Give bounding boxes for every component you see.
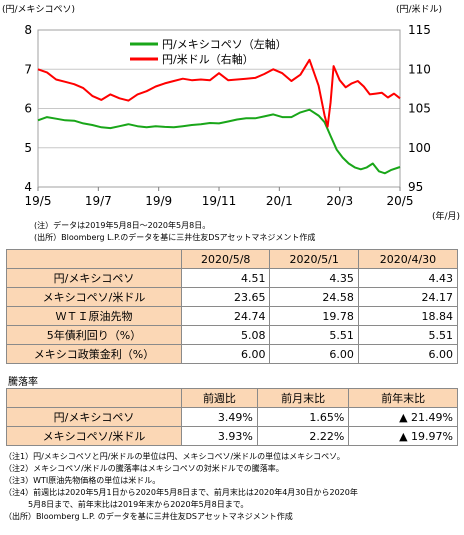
row-label: 円/メキシコペソ <box>6 268 182 288</box>
left-tick-label: 8 <box>24 23 32 37</box>
left-axis-title: (円/メキシコペソ) <box>2 5 76 15</box>
market-levels-table: 2020/5/8 2020/5/1 2020/4/30 円/メキシコペソ 4.5… <box>6 249 459 364</box>
table-cell: 24.17 <box>357 287 459 307</box>
table-corner <box>6 388 182 408</box>
table-cell: ▲ 21.49% <box>348 407 458 427</box>
table-cell: 23.65 <box>180 287 271 307</box>
x-tick-label: 20/5 <box>387 194 414 208</box>
column-header: 2020/5/8 <box>180 249 271 269</box>
change-rate-heading: 騰落率 <box>8 377 38 388</box>
table-corner <box>6 249 182 269</box>
table-cell: 5.51 <box>269 325 359 345</box>
left-tick-label: 6 <box>24 102 32 116</box>
table-cell: 3.93% <box>181 426 258 446</box>
row-label: メキシコペソ/米ドル <box>6 287 182 307</box>
chart-notes: (注）データは2019年5月8日～2020年5月8日。 (出所）Bloomber… <box>34 220 315 244</box>
x-axis-ticks: 19/5 19/7 19/9 19/11 20/1 20/3 20/5 <box>25 187 414 208</box>
x-axis-unit-label: (年/月) <box>432 210 460 222</box>
footnote: （注3）WTI原油先物価格の単位は米ドル。 <box>4 476 161 485</box>
footnote: （注2）メキシコペソ/米ドルの騰落率はメキシコペソの対米ドルでの騰落率。 <box>4 464 284 473</box>
table-row: メキシコペソ/米ドル 23.65 24.58 24.17 <box>6 287 459 307</box>
right-tick-label: 115 <box>408 23 431 37</box>
table-row: 円/メキシコペソ 4.51 4.35 4.43 <box>6 268 459 288</box>
change-rate-table: 前週比 前月末比 前年末比 円/メキシコペソ 3.49% 1.65% ▲ 21.… <box>6 388 458 446</box>
table-cell: ▲ 19.97% <box>348 426 458 446</box>
table-header-row: 前週比 前月末比 前年末比 <box>6 388 458 408</box>
table-cell: 2.22% <box>256 426 350 446</box>
chart-source-line: (出所）Bloomberg L.P.のデータを基に三井住友DSアセットマネジメン… <box>34 233 316 242</box>
table-cell: 5.08 <box>180 325 271 345</box>
x-tick-label: 20/3 <box>326 194 353 208</box>
row-label: 5年債利回り（%） <box>6 325 182 345</box>
table-cell: 5.51 <box>357 325 459 345</box>
right-tick-label: 105 <box>408 102 431 116</box>
fx-line-chart: 4 5 6 7 8 95 100 105 110 115 19/5 19/7 19/9 19/11 20… <box>24 23 460 222</box>
table-cell: 4.43 <box>357 268 459 288</box>
column-header: 2020/4/30 <box>357 249 459 269</box>
footnotes: （注1）円/メキシコペソと円/米ドルの単位は円、メキシコペソ/米ドルの単位はメキ… <box>4 451 358 523</box>
table-cell: 4.35 <box>269 268 359 288</box>
series-line-jpy-usd <box>37 58 401 128</box>
x-tick-label: 19/9 <box>145 194 172 208</box>
table-cell: 1.65% <box>256 407 350 427</box>
left-tick-label: 7 <box>24 62 32 76</box>
column-header: 前年末比 <box>348 388 458 408</box>
table-cell: 6.00 <box>269 344 359 364</box>
left-tick-label: 5 <box>24 141 32 155</box>
x-tick-label: 19/7 <box>85 194 112 208</box>
table-header-row: 2020/5/8 2020/5/1 2020/4/30 <box>6 249 459 269</box>
footnote: （注1）円/メキシコペソと円/米ドルの単位は円、メキシコペソ/米ドルの単位はメキ… <box>4 452 345 461</box>
table-row: 円/メキシコペソ 3.49% 1.65% ▲ 21.49% <box>6 407 458 427</box>
legend-label: 円/米ドル（右軸） <box>162 52 254 66</box>
right-axis-title: (円/米ドル) <box>396 5 443 15</box>
table-cell: 4.51 <box>180 268 271 288</box>
left-tick-label: 4 <box>24 180 32 194</box>
table-cell: 6.00 <box>357 344 459 364</box>
footnote: 5月8日まで、前年末比は2019年末から2020年5月8日まで。 <box>4 500 249 509</box>
column-header: 前週比 <box>181 388 258 408</box>
table-cell: 6.00 <box>180 344 271 364</box>
table-cell: 24.74 <box>180 306 271 326</box>
table-cell: 24.58 <box>269 287 359 307</box>
row-label: メキシコ政策金利（%） <box>6 344 182 364</box>
column-header: 前月末比 <box>256 388 350 408</box>
row-label: ＷＴＩ原油先物 <box>6 306 182 326</box>
table-row: メキシコペソ/米ドル 3.93% 2.22% ▲ 19.97% <box>6 426 458 446</box>
right-tick-label: 95 <box>408 180 423 194</box>
table-cell: 19.78 <box>269 306 359 326</box>
x-tick-label: 19/11 <box>202 194 237 208</box>
table-cell: 3.49% <box>181 407 258 427</box>
right-tick-label: 110 <box>408 62 431 76</box>
footnote: （注4）前週比は2020年5月1日から2020年5月8日まで、前月末比は2020… <box>4 488 358 497</box>
chart-note-line: (注）データは2019年5月8日～2020年5月8日。 <box>34 221 211 230</box>
series-lines <box>37 58 401 175</box>
row-label: メキシコペソ/米ドル <box>6 426 182 446</box>
right-axis-ticks: 95 100 105 110 115 <box>408 23 431 194</box>
footnote: （出所）Bloomberg L.P. のデータを基に三井住友DSアセットマネジメ… <box>4 512 293 521</box>
x-tick-label: 20/1 <box>266 194 293 208</box>
column-header: 2020/5/1 <box>269 249 359 269</box>
series-line-jpy-mxn <box>37 108 401 175</box>
right-tick-label: 100 <box>408 141 431 155</box>
chart-legend: 円/メキシコペソ（左軸）円/米ドル（右軸） <box>130 37 287 66</box>
row-label: 円/メキシコペソ <box>6 407 182 427</box>
legend-label: 円/メキシコペソ（左軸） <box>162 37 287 51</box>
table-row: ＷＴＩ原油先物 24.74 19.78 18.84 <box>6 306 459 326</box>
table-row: メキシコ政策金利（%） 6.00 6.00 6.00 <box>6 344 459 364</box>
left-axis-ticks: 4 5 6 7 8 <box>24 23 32 194</box>
table-row: 5年債利回り（%） 5.08 5.51 5.51 <box>6 325 459 345</box>
table-cell: 18.84 <box>357 306 459 326</box>
x-tick-label: 19/5 <box>25 194 52 208</box>
